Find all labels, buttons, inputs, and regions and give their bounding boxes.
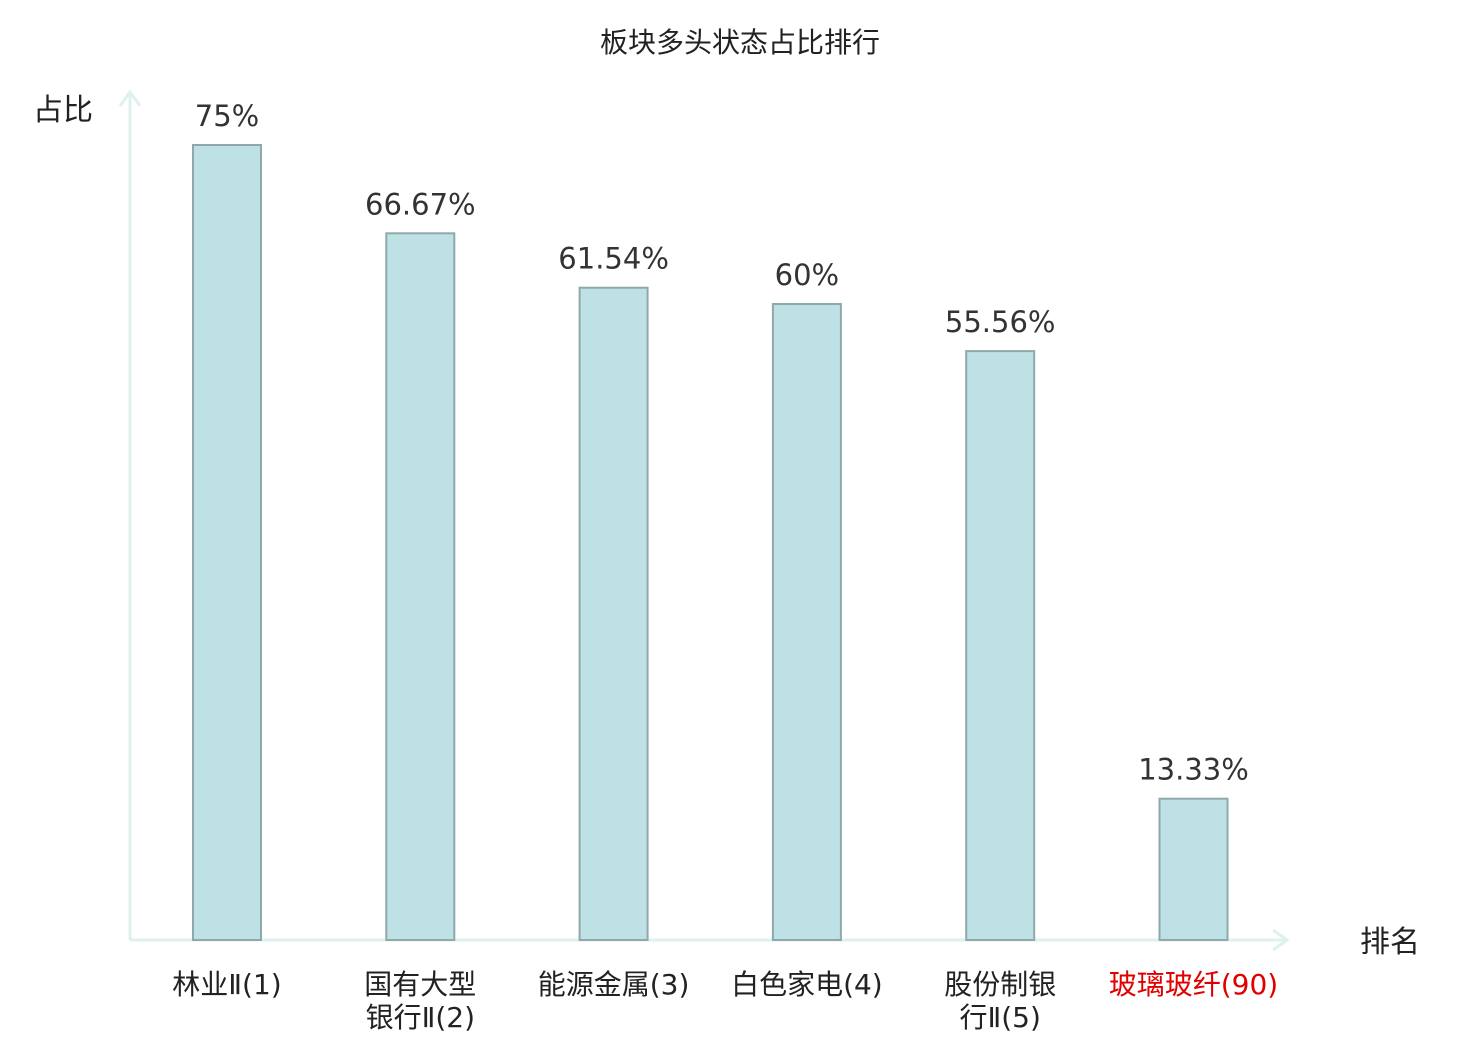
value-label: 75%: [195, 99, 259, 133]
x-axis-label: 排名: [1360, 925, 1420, 960]
bar: [385, 232, 456, 942]
value-label: 66.67%: [365, 187, 476, 221]
value-label: 13.33%: [1138, 753, 1249, 787]
chart-title: 板块多头状态占比排行: [600, 26, 880, 59]
category-label: 行Ⅱ(5): [959, 1001, 1040, 1034]
value-label: 60%: [775, 258, 839, 292]
y-axis-label: 占比: [33, 93, 93, 128]
category-label: 股份制银: [944, 968, 1056, 1001]
category-label: 能源金属(3): [538, 968, 690, 1001]
bar: [1158, 797, 1229, 942]
category-label: 玻璃玻纤(90): [1109, 968, 1278, 1001]
category-label: 白色家电(4): [731, 968, 883, 1001]
bars-group: [192, 144, 1229, 942]
category-label: 林业Ⅱ(1): [172, 968, 281, 1001]
value-label: 55.56%: [945, 305, 1056, 339]
value-label: 61.54%: [558, 242, 669, 276]
bar: [771, 303, 842, 941]
value-labels-group: 75% 66.67% 61.54% 60% 55.56% 13.33%: [195, 99, 1249, 787]
axes: [118, 89, 1290, 952]
bar: [965, 350, 1036, 942]
bar: [578, 286, 649, 941]
x-axis-arrow: [1272, 928, 1290, 952]
category-label: 银行Ⅱ(2): [366, 1001, 475, 1034]
y-axis-arrow: [118, 89, 142, 107]
category-label: 国有大型: [364, 968, 476, 1001]
bar: [192, 144, 262, 941]
